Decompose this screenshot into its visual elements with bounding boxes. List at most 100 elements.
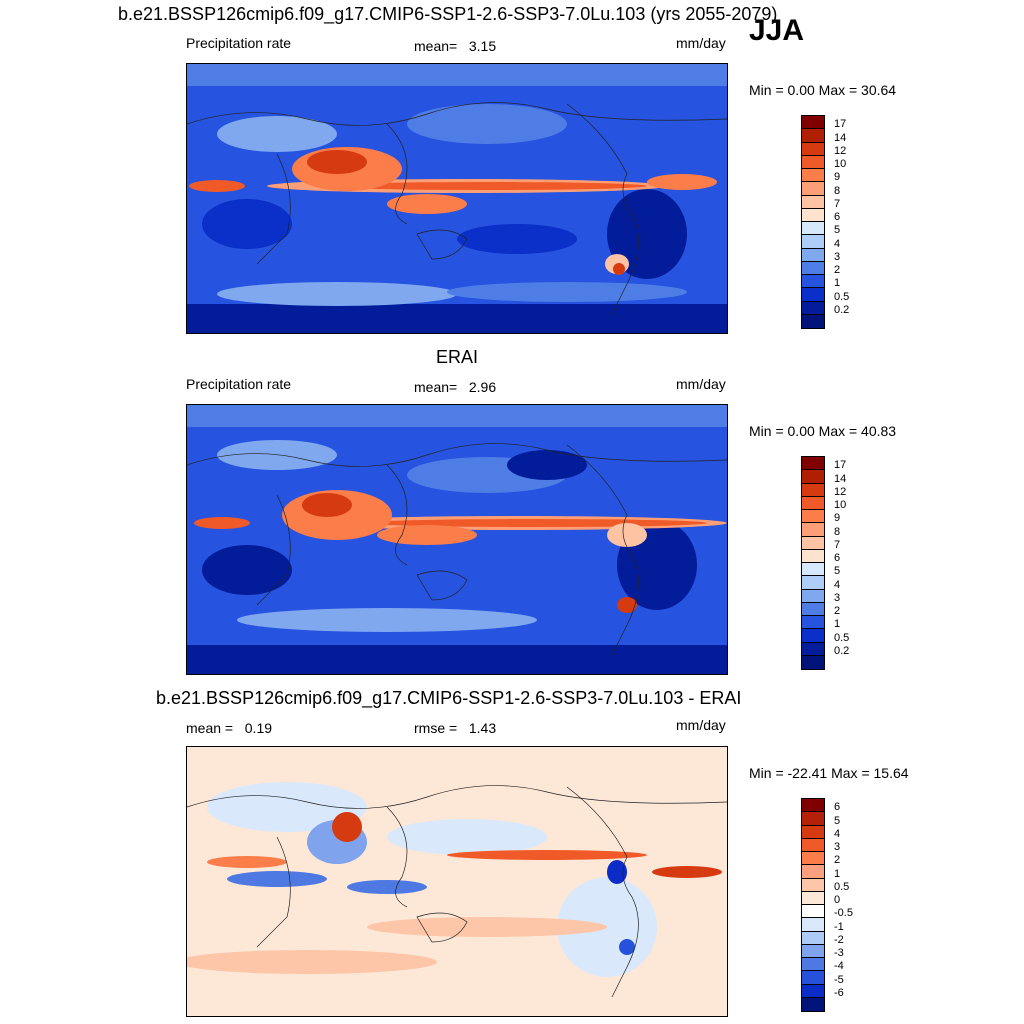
- panel2-variable: Precipitation rate: [186, 376, 292, 392]
- panel2-map-field: [187, 405, 727, 674]
- panel1-minmax: Min = 0.00 Max = 30.64: [749, 82, 897, 98]
- colorbar-tick-label: 6: [834, 211, 841, 223]
- colorbar-segment: [802, 208, 824, 222]
- colorbar-tick-label: 1: [834, 618, 841, 631]
- colorbar-tick-label: 0.5: [834, 880, 850, 893]
- colorbar-segment: [802, 616, 824, 630]
- panel1-mean-label: mean=: [414, 38, 458, 54]
- colorbar-tick-label: 3: [834, 591, 841, 604]
- panel3-colorbar: [801, 798, 825, 1012]
- panel2-colorbar: [801, 456, 825, 670]
- colorbar-segment: [802, 195, 824, 209]
- colorbar-tick-label: 12: [834, 485, 847, 498]
- panel1-variable: Precipitation rate: [186, 35, 292, 51]
- colorbar-tick-label: 7: [834, 538, 841, 551]
- colorbar-segment: [802, 235, 824, 249]
- colorbar-segment: [802, 116, 824, 130]
- colorbar-segment: [802, 523, 824, 537]
- colorbar-segment: [802, 496, 824, 510]
- colorbar-tick-label: -4: [834, 960, 844, 973]
- colorbar-segment: [802, 944, 824, 958]
- colorbar-segment: [802, 275, 824, 289]
- colorbar-segment: [802, 838, 824, 852]
- colorbar-tick-label: -5: [834, 973, 844, 986]
- colorbar-segment: [802, 536, 824, 550]
- colorbar-tick-label: 2: [834, 605, 841, 617]
- panel3-mean-value: 0.19: [244, 720, 273, 736]
- colorbar-segment: [802, 483, 824, 497]
- colorbar-segment: [802, 905, 824, 919]
- colorbar-segment: [802, 799, 824, 813]
- panel3-mean: mean = 0.19: [186, 720, 272, 736]
- colorbar-tick-label: 5: [834, 565, 841, 578]
- panel2-title: ERAI: [436, 347, 479, 367]
- colorbar-segment: [802, 314, 824, 328]
- colorbar-tick-label: 8: [834, 525, 841, 538]
- panel2-mean-value: 2.96: [468, 379, 497, 395]
- colorbar-tick-label: 0.5: [834, 631, 850, 644]
- colorbar-segment: [802, 301, 824, 315]
- colorbar-segment: [802, 563, 824, 577]
- panel1-colorbar: [801, 115, 825, 329]
- colorbar-tick-label: 2: [834, 854, 841, 867]
- colorbar-tick-label: 3: [834, 250, 841, 263]
- colorbar-segment: [802, 169, 824, 183]
- colorbar-tick-label: 14: [834, 472, 847, 485]
- colorbar-tick-label: 10: [834, 499, 847, 511]
- colorbar-tick-label: 1: [834, 867, 841, 880]
- colorbar-tick-label: 2: [834, 264, 841, 276]
- colorbar-segment: [802, 865, 824, 879]
- panel3-rmse: rmse = 1.43: [414, 720, 496, 736]
- colorbar-segment: [802, 852, 824, 866]
- colorbar-tick-label: 7: [834, 197, 841, 210]
- colorbar-segment: [802, 576, 824, 590]
- colorbar-segment: [802, 971, 824, 985]
- panel1-units: mm/day: [676, 35, 726, 51]
- colorbar-tick-label: 17: [834, 459, 847, 472]
- colorbar-segment: [802, 984, 824, 998]
- colorbar-tick-label: 10: [834, 158, 847, 170]
- colorbar-tick-label: 1: [834, 277, 841, 290]
- colorbar-tick-label: 5: [834, 224, 841, 237]
- panel2-minmax: Min = 0.00 Max = 40.83: [749, 423, 897, 439]
- colorbar-tick-label: -1: [834, 920, 844, 933]
- colorbar-segment: [802, 142, 824, 156]
- colorbar-tick-label: 6: [834, 801, 841, 814]
- colorbar-segment: [802, 510, 824, 524]
- colorbar-segment: [802, 629, 824, 643]
- panel1-mean-value: 3.15: [468, 38, 497, 54]
- colorbar-tick-label: 4: [834, 578, 841, 591]
- colorbar-tick-label: 6: [834, 552, 841, 564]
- colorbar-tick-label: 5: [834, 814, 841, 827]
- colorbar-segment: [802, 642, 824, 656]
- colorbar-segment: [802, 549, 824, 563]
- colorbar-tick-label: 12: [834, 144, 847, 157]
- panel1-map-field: [187, 64, 727, 333]
- panel1-map: [186, 63, 728, 334]
- colorbar-segment: [802, 155, 824, 169]
- colorbar-segment: [802, 182, 824, 196]
- panel2-mean-label: mean=: [414, 379, 458, 395]
- colorbar-tick-label: 9: [834, 171, 841, 184]
- colorbar-tick-label: -0.5: [834, 907, 853, 920]
- colorbar-tick-label: 3: [834, 841, 841, 853]
- colorbar-segment: [802, 248, 824, 262]
- panel2-mean: mean= 2.96: [414, 379, 496, 395]
- colorbar-segment: [802, 812, 824, 826]
- colorbar-segment: [802, 931, 824, 945]
- colorbar-tick-label: 8: [834, 184, 841, 197]
- colorbar-segment: [802, 825, 824, 839]
- colorbar-segment: [802, 457, 824, 471]
- colorbar-segment: [802, 222, 824, 236]
- colorbar-tick-label: 0.2: [834, 303, 850, 316]
- colorbar-tick-label: 0: [834, 894, 841, 906]
- colorbar-segment: [802, 891, 824, 905]
- colorbar-tick-label: -3: [834, 947, 844, 959]
- colorbar-tick-label: 4: [834, 237, 841, 250]
- colorbar-segment: [802, 997, 824, 1011]
- colorbar-segment: [802, 261, 824, 275]
- colorbar-segment: [802, 878, 824, 892]
- colorbar-tick-label: 14: [834, 131, 847, 144]
- colorbar-segment: [802, 655, 824, 669]
- colorbar-tick-label: -2: [834, 933, 844, 946]
